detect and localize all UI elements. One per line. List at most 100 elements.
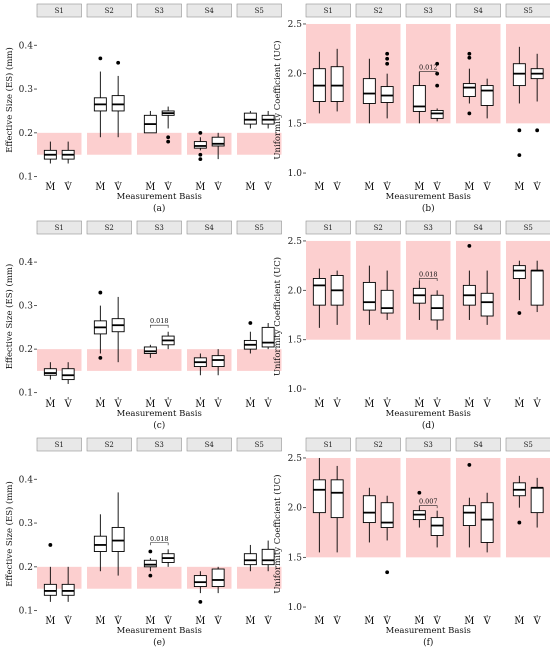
facet-strip-label: S4 — [474, 441, 484, 449]
box-body — [362, 495, 376, 524]
y-tick-label: 0.2 — [19, 563, 33, 573]
facet-strip — [186, 220, 232, 235]
reference-band — [187, 132, 232, 155]
box-v — [430, 510, 444, 548]
outlier-point — [98, 355, 103, 360]
outlier-point — [517, 153, 522, 158]
facet-strip — [505, 3, 550, 18]
box-body — [462, 505, 476, 527]
facet-s1: S1 M V — [36, 3, 82, 193]
x-tick-label: M — [314, 399, 324, 410]
x-tick-label: V — [264, 616, 273, 627]
box-body — [530, 270, 544, 306]
reference-band — [237, 349, 282, 371]
facet-strip-label: S4 — [205, 441, 215, 449]
outlier-point — [417, 490, 422, 495]
facet-strip — [355, 220, 401, 235]
outlier-point — [517, 311, 522, 315]
box-body — [61, 368, 75, 381]
reference-band — [87, 132, 132, 155]
reference-band — [406, 457, 451, 558]
box-m — [143, 344, 157, 358]
box-m — [93, 290, 107, 360]
facet-strip-label: S2 — [374, 7, 383, 15]
facet-s3: S3 M V — [136, 220, 182, 410]
x-tick-label: V — [483, 182, 492, 193]
x-tick-label: M — [145, 399, 155, 410]
box-m — [512, 46, 526, 158]
facet-s5: S5 M V — [505, 437, 550, 627]
outlier-point — [48, 543, 53, 547]
box-body — [43, 368, 57, 376]
facet-strip — [455, 3, 501, 18]
facet-s4: S4 M V — [186, 437, 232, 627]
facet-background — [37, 453, 82, 615]
facet-s5: S5 M V — [505, 3, 550, 193]
x-tick-label: M — [45, 182, 55, 193]
box-m — [362, 265, 376, 325]
significance-bracket — [419, 278, 438, 281]
x-tick-label: M — [514, 182, 524, 193]
box-body — [330, 66, 344, 102]
y-axis-title: Uniformity Coefficient (UC) — [272, 40, 283, 159]
box-body — [380, 289, 394, 314]
x-tick-label: V — [333, 616, 342, 627]
box-v — [430, 290, 444, 330]
facet-background — [87, 19, 132, 181]
facet-s5: S5 M V — [236, 220, 282, 410]
facet-strip-label: S2 — [374, 224, 383, 232]
y-tick-label: 2.5 — [288, 237, 303, 247]
box-body — [512, 63, 526, 87]
facet-strip-label: S4 — [474, 224, 484, 232]
facet-strip-label: S3 — [155, 441, 164, 449]
facet-strip — [86, 220, 132, 235]
facet-strip — [136, 3, 182, 18]
box-body — [143, 559, 157, 568]
facet-strip — [505, 437, 550, 452]
x-tick-label: V — [264, 182, 273, 193]
box-v — [61, 362, 75, 384]
x-tick-label: M — [514, 399, 524, 410]
facet-strip — [405, 220, 451, 235]
y-tick-label: 0.4 — [19, 475, 34, 485]
outlier-point — [248, 321, 253, 325]
facet-strip-label: S3 — [155, 224, 164, 232]
significance-annotation: 0.007 — [419, 498, 438, 509]
facet-strip-label: S1 — [55, 7, 64, 15]
facet-s1: S1 M V — [36, 220, 82, 410]
x-tick-label: V — [483, 616, 492, 627]
box-body — [330, 479, 344, 519]
x-tick-label: V — [533, 182, 542, 193]
box-body — [193, 141, 207, 149]
reference-band — [456, 457, 501, 558]
outlier-point — [166, 135, 171, 140]
x-tick-label: V — [433, 182, 442, 193]
x-tick-label: V — [483, 399, 492, 410]
facet-s4: S4 M V — [186, 220, 232, 410]
y-tick-label: 0.2 — [19, 129, 33, 139]
significance-annotation: 0.018 — [150, 317, 169, 328]
facet-background — [37, 19, 82, 181]
outlier-point — [148, 573, 153, 578]
box-v — [261, 540, 275, 572]
facet-strip-label: S3 — [424, 224, 433, 232]
box-v — [530, 53, 544, 133]
reference-band — [406, 240, 451, 340]
box-m — [512, 260, 526, 315]
outlier-point — [467, 55, 472, 60]
facet-strip — [186, 3, 232, 18]
outlier-point — [467, 243, 472, 248]
significance-bracket — [150, 542, 169, 546]
outlier-point — [98, 290, 103, 295]
facet-strip-label: S2 — [105, 224, 114, 232]
x-tick-label: M — [95, 399, 105, 410]
outlier-point — [385, 570, 390, 575]
box-body — [512, 265, 526, 279]
box-m — [43, 543, 57, 602]
y-tick-label: 0.3 — [19, 85, 34, 95]
y-tick-label: 0.3 — [19, 302, 34, 312]
box-v — [111, 60, 125, 138]
box-v — [480, 270, 494, 325]
outlier-point — [385, 51, 390, 56]
